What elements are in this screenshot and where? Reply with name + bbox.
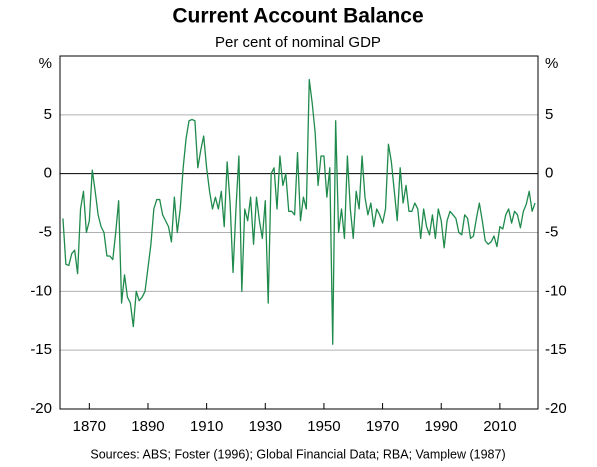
y-tick-label: -5 [39, 223, 52, 240]
y-tick-label: 5 [44, 106, 52, 123]
y-tick-label: -20 [30, 400, 52, 417]
data-line [62, 78, 536, 345]
x-tick-label: 2010 [483, 418, 516, 435]
chart-subtitle: Per cent of nominal GDP [215, 34, 381, 51]
x-tick-label: 1930 [249, 418, 282, 435]
y-tick-label-right: -20 [545, 400, 567, 417]
x-tick-label: 1950 [307, 418, 340, 435]
x-tick-label: 1870 [73, 418, 106, 435]
x-tick-label: 1910 [190, 418, 223, 435]
y-tick-label-right: -15 [545, 341, 567, 358]
y-tick-label-right: -5 [545, 223, 558, 240]
y-unit-left: % [39, 55, 52, 72]
y-tick-label: -10 [30, 282, 52, 299]
x-tick-label: 1890 [131, 418, 164, 435]
y-tick-label: 0 [44, 165, 52, 182]
y-tick-label-right: -10 [545, 282, 567, 299]
y-tick-label-right: 0 [545, 165, 553, 182]
plot-frame [59, 55, 539, 410]
y-tick-label: -15 [30, 341, 52, 358]
x-tick-label: 1990 [425, 418, 458, 435]
chart-title: Current Account Balance [172, 5, 423, 28]
source-note: Sources: ABS; Foster (1996); Global Fina… [90, 447, 505, 461]
x-tick-label: 1970 [366, 418, 399, 435]
y-unit-right: % [545, 55, 558, 72]
y-tick-label-right: 5 [545, 106, 553, 123]
